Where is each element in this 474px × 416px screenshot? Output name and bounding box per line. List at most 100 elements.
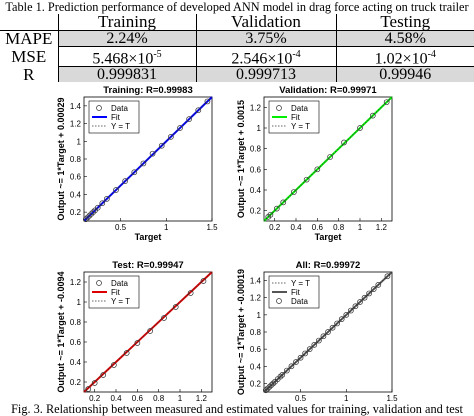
row-label-mape: MAPE xyxy=(5,29,53,49)
figure-caption: Fig. 3. Relationship between measured an… xyxy=(11,402,463,416)
y-tick-label: 1.2 xyxy=(250,294,262,303)
cell-mse-training: 5.468×10-5 xyxy=(57,46,196,68)
y-tick-label: 0.4 xyxy=(250,362,262,371)
legend-data-marker xyxy=(276,298,282,304)
data-point xyxy=(341,139,347,146)
x-tick-label: 0.5 xyxy=(115,223,127,232)
fit-line xyxy=(83,96,213,222)
data-point xyxy=(320,333,327,340)
data-point xyxy=(113,187,119,193)
data-point xyxy=(195,107,202,114)
cell-mape-testing: 4.58% xyxy=(335,30,474,47)
legend-label: Y = T xyxy=(111,297,130,306)
header-validation: Validation xyxy=(195,13,336,31)
y-tick-label: 0.6 xyxy=(250,345,262,354)
data-point xyxy=(329,324,336,331)
data-point xyxy=(370,286,377,292)
table-caption: Table 1. Prediction performance of devel… xyxy=(5,0,469,14)
y-tick-label: 0.2 xyxy=(70,378,82,387)
data-point xyxy=(131,169,138,176)
data-point xyxy=(297,354,304,361)
fit-line xyxy=(263,96,393,222)
y-tick-label: 0.8 xyxy=(250,328,262,337)
x-tick-label: 0.4 xyxy=(110,394,122,403)
data-point xyxy=(99,200,106,207)
results-table: Training Validation Testing MAPE 2.24% 3… xyxy=(0,13,474,83)
cell-r-training: 0.999831 xyxy=(57,66,196,83)
data-point xyxy=(204,98,211,105)
data-point xyxy=(140,160,147,167)
data-point xyxy=(327,154,333,160)
data-point xyxy=(267,211,274,218)
data-point xyxy=(343,312,350,318)
legend-label: Fit xyxy=(291,113,301,122)
legend-label: Data xyxy=(111,279,128,288)
data-point xyxy=(334,320,340,327)
x-tick-label: 1 xyxy=(164,223,169,232)
data-point xyxy=(186,116,192,122)
data-point xyxy=(316,337,322,344)
data-point xyxy=(357,125,363,131)
y-axis-label: Output ~= 1*Target + -0.0094 xyxy=(56,271,66,392)
legend-label: Data xyxy=(291,297,308,306)
y-tick-label: 0.4 xyxy=(70,190,82,199)
y-tick-label: 0.4 xyxy=(70,358,82,367)
data-point xyxy=(85,386,92,392)
data-point xyxy=(384,273,391,280)
data-point xyxy=(284,367,290,374)
x-tick-label: 0.8 xyxy=(333,223,345,232)
data-point xyxy=(177,125,183,131)
mse-training-exponent: -5 xyxy=(153,49,162,60)
y-tick-label: 0.4 xyxy=(250,186,262,195)
y-tick-label: 1.2 xyxy=(70,278,82,287)
cell-mse-validation: 2.546×10-4 xyxy=(195,46,336,68)
legend-data-marker xyxy=(276,105,282,111)
data-point xyxy=(266,384,273,390)
data-point xyxy=(288,363,295,370)
y-tick-label: 1.4 xyxy=(70,102,82,111)
data-point xyxy=(348,307,354,314)
cell-mse-testing: 1.02×10-4 xyxy=(335,46,474,68)
data-point xyxy=(111,362,117,368)
plot-title: Test: R=0.99947 xyxy=(112,260,183,271)
y-tick-label: 0.6 xyxy=(250,165,262,174)
data-point xyxy=(147,328,153,334)
data-point xyxy=(82,216,89,223)
data-point xyxy=(361,294,368,301)
regression-figure: Training: R=0.99983 0.5 1 1.5 0.2 0.4 0.6 0.8 1 1… xyxy=(56,85,398,404)
y-tick-label: 0.8 xyxy=(70,318,82,327)
data-point xyxy=(158,142,165,149)
regression-plot-2: Validation: R=0.99971 0.2 0.4 0.6 0.8 1 1.2 0.2… xyxy=(236,85,393,242)
y-tick-label: 0.2 xyxy=(250,379,262,388)
data-point xyxy=(168,134,174,140)
legend-label: Y = T xyxy=(291,279,310,288)
data-point xyxy=(172,304,179,310)
legend-label: Data xyxy=(291,104,308,113)
data-point xyxy=(264,385,271,392)
legend-data-marker xyxy=(96,280,102,286)
x-axis-label: Target xyxy=(315,403,342,404)
plot-title: Validation: R=0.99971 xyxy=(279,85,377,96)
regression-plot-1: Training: R=0.99983 0.5 1 1.5 0.2 0.4 0.6 0.8 1 1… xyxy=(56,85,218,242)
data-point xyxy=(268,382,275,388)
legend-label: Fit xyxy=(111,113,121,122)
x-axis-label: Target xyxy=(315,232,342,242)
x-tick-label: 1.2 xyxy=(376,223,388,232)
data-point xyxy=(306,346,313,352)
data-point xyxy=(357,299,363,305)
y-tick-label: 1.2 xyxy=(250,103,262,112)
y-equals-t-line xyxy=(263,271,393,393)
mse-testing-mantissa: 1.02×10 xyxy=(374,50,428,68)
x-tick-label: 1 xyxy=(344,394,349,403)
data-point xyxy=(94,204,101,211)
y-tick-label: 1 xyxy=(257,311,262,320)
cell-mape-validation: 3.75% xyxy=(195,30,336,47)
x-tick-label: 1.5 xyxy=(386,394,398,403)
data-point xyxy=(104,196,110,202)
data-point xyxy=(122,178,128,184)
y-tick-label: 1 xyxy=(257,124,262,133)
cell-r-testing: 0.99946 xyxy=(335,66,474,83)
x-tick-label: 0.6 xyxy=(312,223,324,232)
y-axis-label: Output ~= 1*Target + -0.00019 xyxy=(236,269,246,395)
data-point xyxy=(369,112,376,119)
